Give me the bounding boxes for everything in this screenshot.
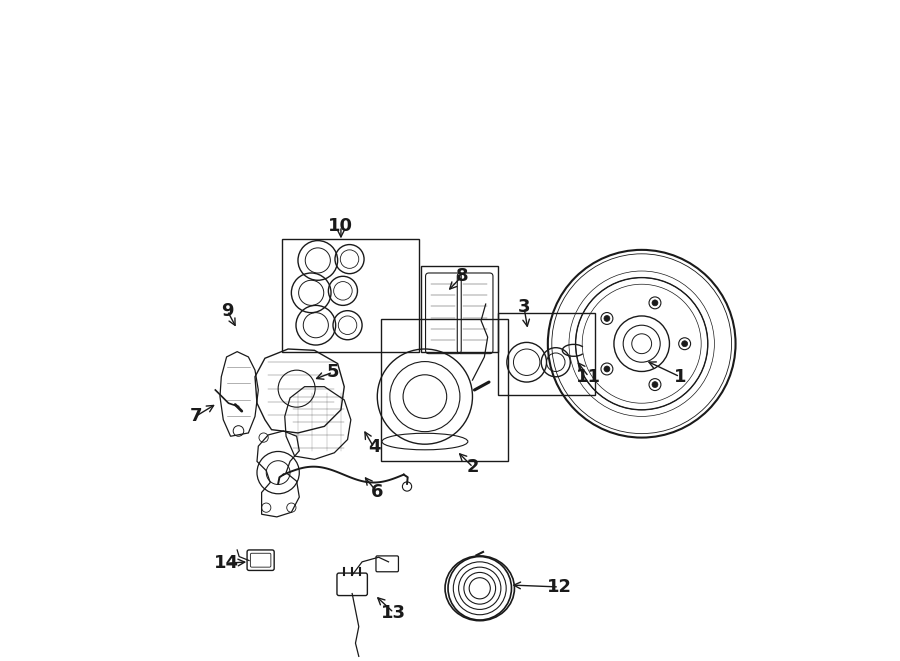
Circle shape — [652, 300, 658, 306]
Text: 14: 14 — [214, 554, 239, 572]
Text: 6: 6 — [371, 483, 383, 502]
Text: 9: 9 — [221, 301, 233, 320]
Text: 5: 5 — [327, 363, 339, 381]
Text: 3: 3 — [518, 298, 530, 317]
Text: 1: 1 — [674, 368, 687, 386]
Text: 11: 11 — [576, 368, 601, 386]
Circle shape — [604, 315, 610, 321]
Text: 2: 2 — [467, 458, 480, 477]
Circle shape — [681, 341, 688, 346]
Text: 13: 13 — [382, 603, 406, 622]
Circle shape — [604, 366, 610, 372]
Circle shape — [402, 482, 411, 491]
Text: 8: 8 — [455, 267, 468, 286]
Text: 7: 7 — [189, 407, 202, 426]
Text: 4: 4 — [368, 438, 380, 457]
Circle shape — [652, 381, 658, 387]
Text: 12: 12 — [546, 578, 572, 596]
Text: 10: 10 — [328, 217, 354, 235]
